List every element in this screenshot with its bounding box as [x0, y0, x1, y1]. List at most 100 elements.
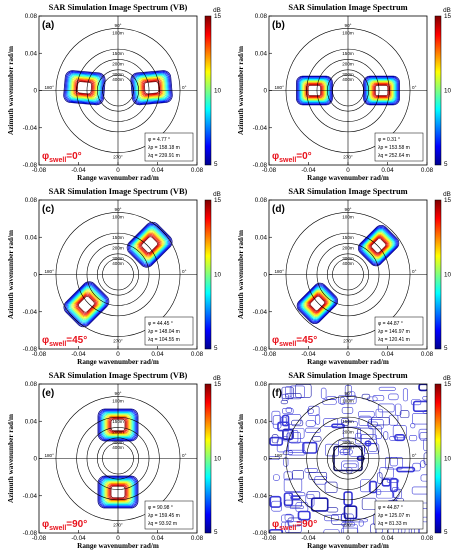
- noise-contour: [341, 527, 359, 533]
- contour-peak-2: [363, 230, 395, 262]
- noise-contour: [282, 436, 289, 442]
- colorbar-tick-label: 15: [214, 197, 222, 204]
- chart-title: SAR Simulation Image Spectrum (VB): [49, 187, 188, 196]
- contour-peak-1: [297, 283, 338, 323]
- info-box: [374, 500, 424, 530]
- noise-contour: [423, 438, 427, 452]
- contour-peak-1: [305, 291, 329, 315]
- colorbar-unit: dB: [213, 191, 221, 198]
- y-tick-label: -0.08: [23, 346, 38, 353]
- y-tick-label: 0.04: [255, 234, 268, 241]
- angle-label: 270°: [343, 523, 353, 528]
- info-line: λp = 153.58 m: [378, 145, 410, 151]
- contour-peak-1: [300, 286, 334, 320]
- contour-peak-1: [302, 288, 332, 318]
- panel-letter: (d): [272, 204, 285, 215]
- info-box: [144, 316, 194, 346]
- contour-peak-2: [365, 232, 393, 260]
- x-tick-label: -0.08: [32, 535, 47, 542]
- noise-contour: [271, 410, 281, 425]
- x-tick-label: 0.04: [381, 351, 394, 358]
- contour-peak-1: [296, 282, 339, 324]
- x-tick-label: 0: [346, 535, 350, 542]
- noise-contour: [285, 393, 302, 400]
- contour-peak-1: [63, 281, 110, 328]
- noise-contour: [326, 396, 337, 401]
- angle-label: 270°: [343, 339, 353, 344]
- noise-contour: [368, 419, 384, 430]
- noise-contour: [281, 386, 294, 399]
- contour-peak-2: [361, 228, 397, 264]
- noise-contour: [306, 491, 321, 499]
- contour-peak-1: [306, 292, 328, 314]
- colorbar-tick-label: 5: [444, 345, 448, 352]
- colorbar-tick-label: 15: [444, 197, 452, 204]
- noise-contour: [357, 427, 374, 439]
- y-tick-label: -0.08: [253, 346, 268, 353]
- info-box: [374, 132, 424, 162]
- contour-peak-2: [135, 74, 168, 101]
- noise-contour: [372, 395, 385, 402]
- colorbar-tick-label: 15: [444, 381, 452, 388]
- noise-contour: [291, 419, 304, 427]
- noise-contour: [389, 477, 399, 493]
- noise-contour: [377, 403, 395, 413]
- info-line: φ = 4.77 °: [148, 137, 170, 143]
- noise-contour: [310, 497, 329, 512]
- noise-contour: [368, 480, 378, 494]
- x-tick-label: -0.04: [301, 167, 316, 174]
- colorbar: [434, 15, 442, 166]
- y-tick-label: 0.04: [25, 234, 38, 241]
- noise-contour: [371, 416, 390, 426]
- x-tick-label: -0.08: [262, 351, 277, 358]
- contour-peak-1: [63, 70, 106, 106]
- contour-peak-1: [72, 290, 101, 319]
- contour-peak-1: [68, 74, 101, 101]
- info-line: φ = 0.31 °: [378, 137, 400, 143]
- chart-title: SAR Simulation Image Spectrum (VB): [49, 3, 188, 12]
- angle-label: 180°: [274, 453, 284, 458]
- contour-peak-1: [67, 73, 102, 102]
- chart-title: SAR Simulation Image Spectrum: [288, 371, 407, 380]
- noise-contour: [284, 499, 302, 508]
- colorbar-unit: dB: [443, 191, 451, 198]
- colorbar-tick-label: 15: [444, 13, 452, 20]
- x-tick-label: 0.08: [191, 351, 204, 358]
- swell-angle-label: φswell=90°: [272, 519, 317, 532]
- angle-label: 270°: [343, 155, 353, 160]
- swell-angle-label: φswell=45°: [272, 335, 317, 348]
- colorbar: [204, 383, 212, 534]
- colorbar-tick-label: 5: [214, 161, 218, 168]
- y-tick-label: -0.04: [253, 125, 268, 132]
- contour-peak-2: [133, 228, 166, 261]
- x-tick-label: 0.08: [421, 167, 434, 174]
- noise-contour: [367, 421, 378, 427]
- angle-label: 270°: [113, 339, 123, 344]
- y-tick-label: 0.04: [25, 50, 38, 57]
- colorbar-tick-label: 5: [444, 529, 448, 536]
- colorbar-unit: dB: [213, 7, 221, 14]
- contour-peak-1: [71, 76, 98, 99]
- x-tick-label: 0.08: [191, 167, 204, 174]
- contour-peak-1: [64, 282, 109, 327]
- x-tick-label: 0: [116, 351, 120, 358]
- noise-contour: [287, 429, 299, 443]
- info-line: λp = 125.07 m: [378, 513, 410, 519]
- noise-contour: [308, 472, 328, 480]
- noise-contour: [326, 507, 339, 513]
- contour-peak-1: [298, 284, 337, 322]
- contour-peak-2: [130, 225, 170, 265]
- noise-contour: [325, 443, 339, 457]
- contour-peak-2: [367, 234, 391, 258]
- noise-contour: [358, 519, 364, 527]
- angle-label: 180°: [44, 269, 54, 274]
- info-line: λq = 93.92 m: [148, 521, 177, 527]
- contour-peak-2: [136, 231, 163, 258]
- chart-title: SAR Simulation Image Spectrum: [288, 3, 407, 12]
- x-axis-label: Range wavenumber rad/m: [77, 358, 159, 366]
- y-tick-label: -0.04: [23, 125, 38, 132]
- x-tick-label: 0.04: [381, 167, 394, 174]
- y-tick-label: 0.08: [25, 197, 38, 204]
- contour-peak-2: [131, 71, 172, 105]
- contour-peak-1: [69, 75, 100, 101]
